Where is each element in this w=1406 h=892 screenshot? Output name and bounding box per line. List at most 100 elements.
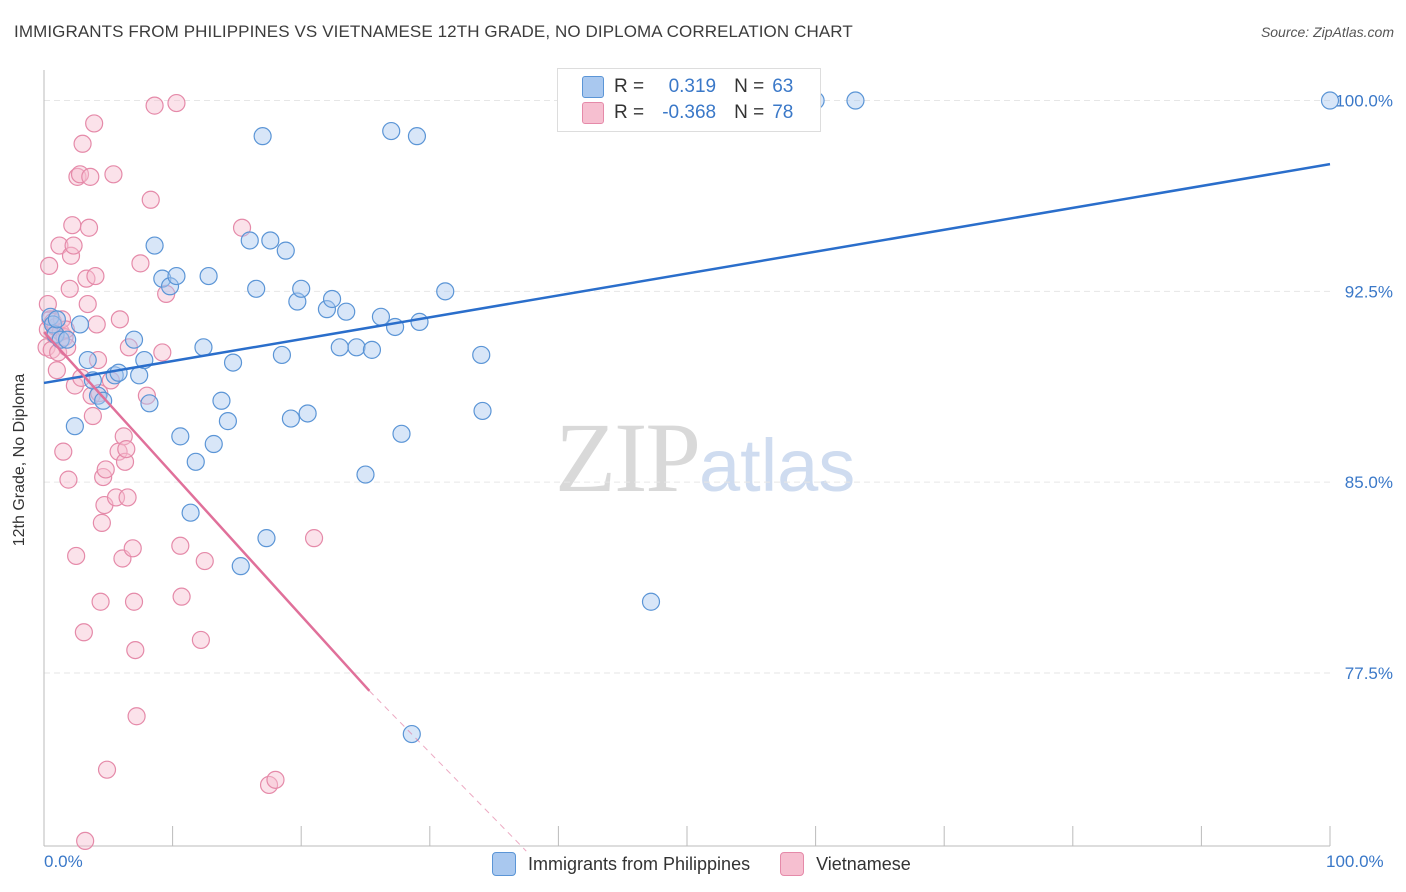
point-philippines bbox=[65, 417, 84, 436]
point-vietnamese bbox=[85, 114, 104, 133]
point-philippines bbox=[240, 231, 259, 250]
point-vietnamese bbox=[83, 406, 102, 426]
point-vietnamese bbox=[127, 707, 146, 726]
point-philippines bbox=[109, 363, 128, 382]
point-vietnamese bbox=[50, 236, 69, 255]
point-philippines bbox=[337, 302, 356, 321]
point-vietnamese bbox=[304, 529, 324, 548]
x-tick-min: 0.0% bbox=[44, 852, 83, 871]
point-philippines bbox=[124, 330, 144, 349]
trend-line-extension-vietnamese bbox=[369, 690, 527, 852]
watermark: ZIPatlas bbox=[555, 400, 855, 515]
point-philippines bbox=[58, 330, 77, 349]
y-tick-label: 77.5% bbox=[1345, 664, 1393, 683]
point-vietnamese bbox=[87, 315, 106, 334]
point-vietnamese bbox=[141, 190, 160, 209]
point-philippines bbox=[199, 266, 218, 286]
point-vietnamese bbox=[171, 536, 190, 555]
point-vietnamese bbox=[97, 760, 117, 779]
point-philippines bbox=[281, 409, 301, 428]
point-philippines bbox=[70, 315, 90, 334]
point-philippines bbox=[247, 279, 266, 298]
legend-swatch-blue bbox=[582, 76, 604, 98]
point-vietnamese bbox=[86, 266, 105, 286]
point-vietnamese bbox=[68, 167, 87, 186]
point-philippines bbox=[298, 404, 317, 423]
point-vietnamese bbox=[52, 310, 72, 329]
legend-n-value: 78 bbox=[772, 102, 794, 123]
point-philippines bbox=[392, 424, 411, 443]
legend-r-label: R = bbox=[614, 102, 645, 123]
point-vietnamese bbox=[76, 831, 95, 851]
point-philippines bbox=[347, 338, 366, 357]
point-philippines bbox=[204, 434, 223, 454]
point-vietnamese bbox=[59, 470, 78, 489]
source-label: Source: ZipAtlas.com bbox=[1260, 24, 1394, 40]
point-vietnamese bbox=[266, 770, 285, 789]
x-tick-max: 100.0% bbox=[1326, 852, 1384, 871]
point-philippines bbox=[160, 277, 180, 296]
point-vietnamese bbox=[195, 551, 214, 571]
point-vietnamese bbox=[172, 587, 191, 606]
point-vietnamese bbox=[79, 218, 99, 237]
point-philippines bbox=[145, 236, 164, 255]
point-philippines bbox=[130, 366, 149, 385]
point-vietnamese bbox=[96, 460, 115, 479]
point-philippines bbox=[472, 345, 491, 365]
series-legend: Immigrants from Philippines Vietnamese bbox=[492, 852, 941, 876]
y-tick-label: 92.5% bbox=[1345, 282, 1393, 301]
point-philippines bbox=[218, 412, 237, 431]
point-philippines bbox=[371, 307, 391, 326]
watermark-zip: ZIP bbox=[555, 402, 701, 513]
legend-n-value: 63 bbox=[772, 76, 794, 97]
series-swatch-pink bbox=[780, 852, 805, 876]
point-philippines bbox=[88, 386, 108, 405]
point-vietnamese bbox=[47, 361, 66, 380]
point-vietnamese bbox=[104, 165, 123, 184]
series-name-vietnamese: Vietnamese bbox=[816, 853, 911, 874]
point-philippines bbox=[276, 241, 295, 260]
point-vietnamese bbox=[92, 513, 111, 532]
point-philippines bbox=[78, 350, 97, 370]
point-philippines bbox=[140, 394, 159, 413]
point-vietnamese bbox=[81, 167, 100, 186]
point-vietnamese bbox=[64, 236, 83, 255]
point-philippines bbox=[292, 279, 311, 298]
point-philippines bbox=[261, 231, 280, 250]
point-philippines bbox=[356, 465, 375, 484]
legend-r-value: -0.368 bbox=[662, 102, 717, 123]
point-vietnamese bbox=[191, 630, 210, 650]
point-philippines bbox=[253, 127, 272, 146]
point-philippines bbox=[194, 338, 213, 357]
point-philippines bbox=[407, 127, 427, 146]
point-philippines bbox=[94, 391, 113, 410]
point-philippines bbox=[322, 289, 342, 309]
series-legend-philippines[interactable]: Immigrants from Philippines bbox=[492, 852, 750, 876]
point-vietnamese bbox=[73, 134, 92, 153]
watermark-atlas: atlas bbox=[699, 424, 856, 507]
legend-swatch-pink bbox=[582, 102, 604, 124]
legend-r-label: R = bbox=[614, 76, 645, 97]
y-tick-label: 85.0% bbox=[1345, 473, 1393, 492]
point-vietnamese bbox=[110, 310, 129, 329]
point-vietnamese bbox=[54, 442, 73, 461]
trend-line-philippines bbox=[43, 162, 1331, 385]
chart-title: IMMIGRANTS FROM PHILIPPINES VS VIETNAMES… bbox=[14, 22, 853, 41]
point-philippines bbox=[641, 592, 661, 611]
series-legend-vietnamese[interactable]: Vietnamese bbox=[780, 852, 911, 876]
point-vietnamese bbox=[167, 93, 186, 113]
point-vietnamese bbox=[153, 343, 172, 362]
legend-n-label: N = bbox=[734, 76, 765, 97]
point-philippines bbox=[362, 340, 382, 359]
point-philippines bbox=[153, 269, 172, 288]
point-philippines bbox=[223, 353, 243, 372]
legend-n-label: N = bbox=[734, 102, 765, 123]
point-vietnamese bbox=[123, 539, 142, 558]
point-philippines bbox=[257, 529, 276, 548]
point-philippines bbox=[846, 91, 865, 110]
point-vietnamese bbox=[60, 279, 79, 298]
point-philippines bbox=[171, 427, 190, 446]
point-philippines bbox=[410, 312, 429, 331]
point-vietnamese bbox=[78, 294, 97, 314]
